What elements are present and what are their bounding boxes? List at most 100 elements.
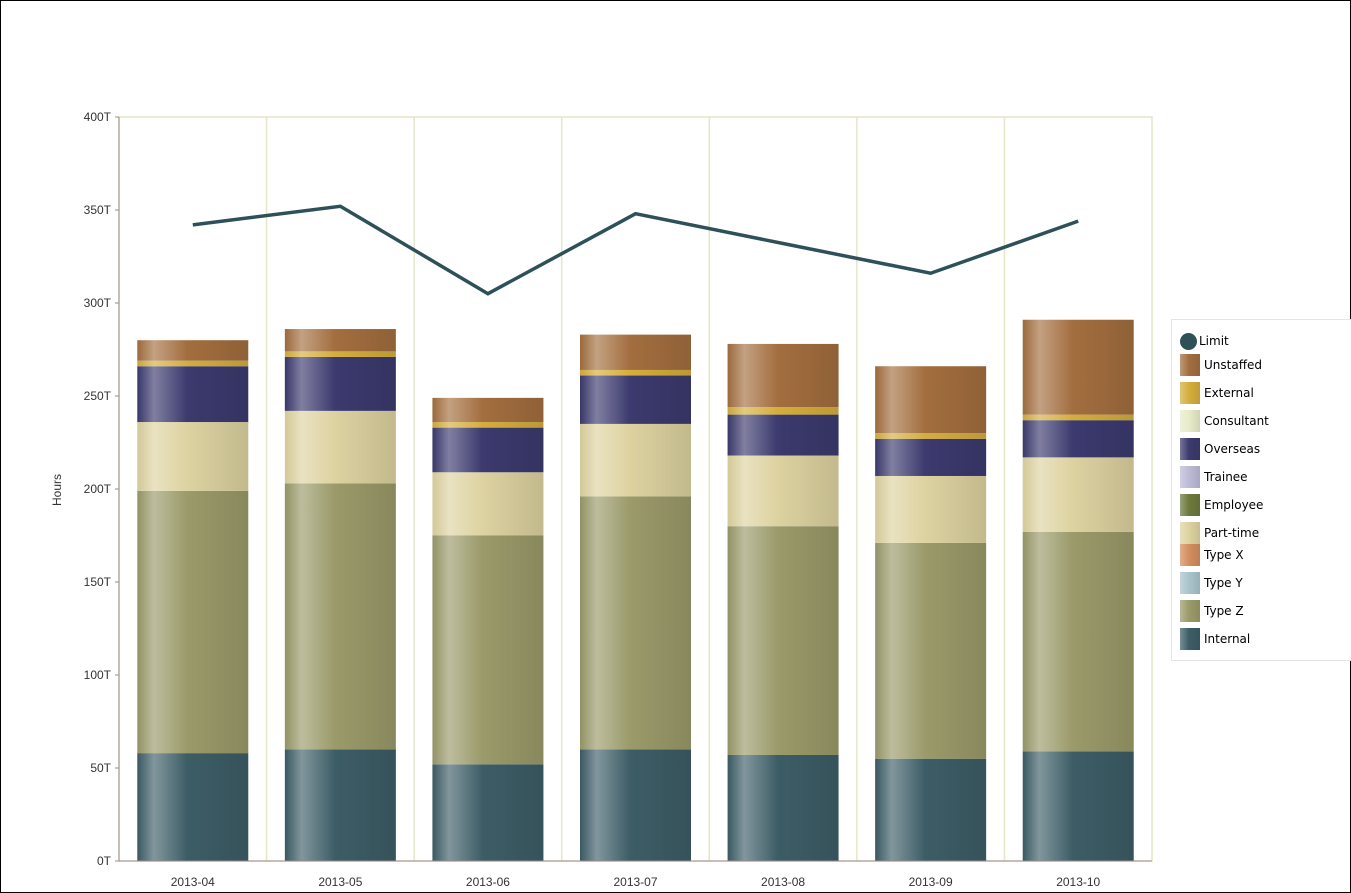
- bar-stacks: [137, 319, 1134, 861]
- legend-swatch-icon: [1180, 572, 1200, 594]
- y-tick-label: 0T: [97, 854, 112, 868]
- legend-item-type-z[interactable]: Type Z: [1180, 600, 1244, 622]
- legend-item-type-x[interactable]: Type X: [1180, 544, 1244, 566]
- x-tick-label: 2013-08: [761, 875, 805, 889]
- legend-item-part-time[interactable]: Part-time: [1180, 522, 1259, 544]
- legend: Limit Unstaffed External Consultant Overseas…: [1171, 319, 1351, 661]
- x-tick-labels: 2013-04 2013-05 2013-06 2013-07 2013-08 2013-…: [171, 875, 1101, 889]
- bar-segment-external[interactable]: [727, 407, 839, 415]
- bar-segment-unstaffed[interactable]: [875, 366, 987, 434]
- legend-label: Internal: [1204, 632, 1251, 646]
- bar-segment-type-z[interactable]: [137, 490, 249, 754]
- legend-item-limit[interactable]: Limit: [1180, 330, 1229, 352]
- y-tick-label: 400T: [84, 110, 112, 124]
- legend-label: Type X: [1204, 548, 1244, 562]
- bar-stack-2013-05: [284, 329, 396, 861]
- bar-segment-unstaffed[interactable]: [1022, 319, 1134, 415]
- bar-segment-overseas[interactable]: [284, 356, 396, 411]
- bar-segment-part-time[interactable]: [284, 410, 396, 484]
- y-tick-label: 200T: [84, 482, 112, 496]
- bar-segment-overseas[interactable]: [727, 414, 839, 456]
- y-axis-label: Hours: [50, 474, 64, 506]
- legend-swatch-icon: [1180, 522, 1200, 544]
- legend-swatch-icon: [1180, 494, 1200, 516]
- y-tick-label: 350T: [84, 203, 112, 217]
- bar-stack-2013-09: [875, 366, 987, 861]
- bar-stack-2013-07: [580, 334, 691, 861]
- legend-item-employee[interactable]: Employee: [1180, 494, 1263, 516]
- legend-label: External: [1204, 386, 1254, 400]
- legend-swatch-icon: [1180, 600, 1200, 622]
- bar-segment-unstaffed[interactable]: [137, 340, 249, 361]
- bar-segment-external[interactable]: [875, 433, 987, 439]
- bar-segment-unstaffed[interactable]: [432, 397, 544, 423]
- y-tick-label: 300T: [84, 296, 112, 310]
- bar-segment-external[interactable]: [432, 422, 544, 428]
- bar-segment-part-time[interactable]: [432, 472, 544, 536]
- bar-segment-unstaffed[interactable]: [580, 334, 691, 370]
- bar-segment-external[interactable]: [284, 351, 396, 357]
- legend-item-trainee[interactable]: Trainee: [1180, 466, 1248, 488]
- x-tick-label: 2013-06: [466, 875, 510, 889]
- bar-segment-type-z[interactable]: [284, 483, 396, 750]
- bar-segment-type-z[interactable]: [580, 496, 691, 750]
- legend-swatch-icon: [1180, 544, 1200, 566]
- legend-item-consultant[interactable]: Consultant: [1180, 410, 1269, 432]
- legend-label: Limit: [1199, 334, 1229, 348]
- bar-segment-overseas[interactable]: [432, 427, 544, 473]
- bar-segment-type-z[interactable]: [875, 542, 987, 759]
- legend-label: Type Y: [1204, 576, 1243, 590]
- bar-segment-overseas[interactable]: [875, 438, 987, 476]
- bar-segment-type-z[interactable]: [727, 526, 839, 755]
- legend-swatch-icon: [1180, 628, 1200, 650]
- limit-line: [192, 204, 1079, 296]
- bar-segment-part-time[interactable]: [137, 422, 249, 491]
- legend-label: Part-time: [1204, 526, 1260, 540]
- x-tick-label: 2013-07: [613, 875, 657, 889]
- bar-segment-part-time[interactable]: [580, 423, 691, 497]
- bar-segment-external[interactable]: [580, 369, 691, 376]
- legend-item-internal[interactable]: Internal: [1180, 628, 1250, 650]
- bar-segment-internal[interactable]: [875, 758, 987, 861]
- bar-segment-internal[interactable]: [432, 764, 544, 861]
- bar-segment-part-time[interactable]: [1022, 457, 1134, 532]
- bar-segment-type-z[interactable]: [1022, 531, 1134, 752]
- bar-segment-internal[interactable]: [1022, 751, 1134, 861]
- bar-stack-2013-10: [1022, 319, 1134, 861]
- bar-segment-external[interactable]: [137, 360, 249, 367]
- bar-segment-external[interactable]: [1022, 414, 1134, 421]
- legend-swatch-icon: [1180, 354, 1200, 376]
- limit-line-path[interactable]: [192, 204, 1079, 296]
- x-tick-label: 2013-04: [171, 875, 215, 889]
- y-tick-label: 250T: [84, 389, 112, 403]
- bar-stack-2013-04: [137, 340, 249, 861]
- y-tick-label: 150T: [84, 575, 112, 589]
- legend-swatch-icon: [1180, 438, 1200, 460]
- legend-label: Consultant: [1204, 414, 1269, 428]
- legend-label: Type Z: [1204, 604, 1244, 618]
- bar-segment-unstaffed[interactable]: [727, 343, 839, 408]
- bar-segment-unstaffed[interactable]: [284, 329, 396, 352]
- bar-stack-2013-06: [432, 397, 544, 861]
- bar-segment-type-z[interactable]: [432, 535, 544, 765]
- legend-item-overseas[interactable]: Overseas: [1180, 438, 1260, 460]
- bar-segment-overseas[interactable]: [580, 375, 691, 424]
- y-tick-labels: 0T 50T 100T 150T 200T 250T 300T 350T 400T: [84, 110, 112, 868]
- legend-label: Overseas: [1204, 442, 1261, 456]
- bar-segment-internal[interactable]: [580, 749, 691, 861]
- bar-segment-part-time[interactable]: [875, 475, 987, 543]
- legend-item-unstaffed[interactable]: Unstaffed: [1180, 354, 1262, 376]
- legend-item-external[interactable]: External: [1180, 382, 1254, 404]
- y-tick-label: 50T: [90, 761, 111, 775]
- legend-marker-icon: [1180, 332, 1197, 350]
- legend-swatch-icon: [1180, 382, 1200, 404]
- bar-segment-internal[interactable]: [284, 749, 396, 861]
- bar-segment-overseas[interactable]: [1022, 420, 1134, 458]
- bar-segment-internal[interactable]: [727, 754, 839, 861]
- x-tick-label: 2013-09: [909, 875, 953, 889]
- bar-segment-internal[interactable]: [137, 753, 249, 861]
- legend-item-type-y[interactable]: Type Y: [1180, 572, 1243, 594]
- bar-segment-part-time[interactable]: [727, 455, 839, 527]
- bar-segment-overseas[interactable]: [137, 366, 249, 423]
